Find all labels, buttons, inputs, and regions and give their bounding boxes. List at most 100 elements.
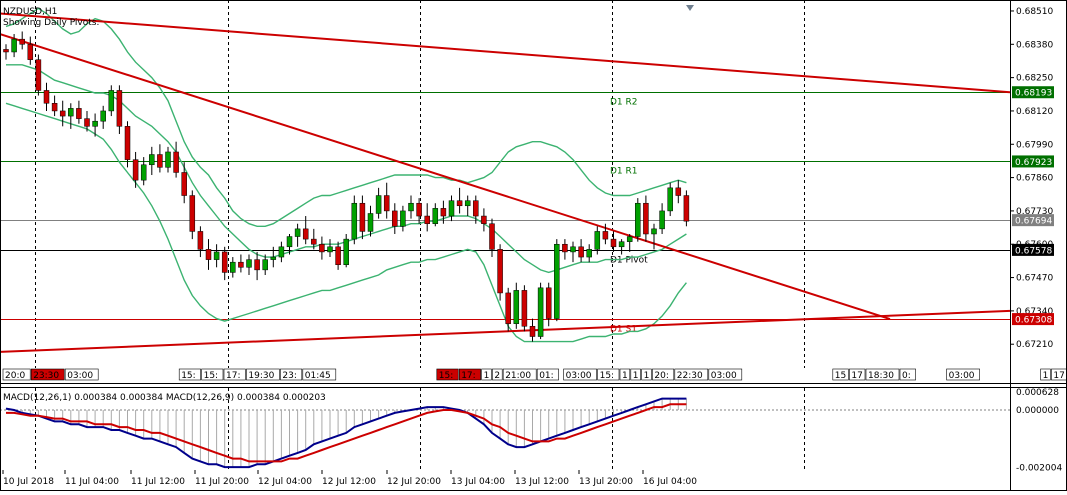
time-chip [178, 368, 201, 381]
candle [473, 195, 479, 224]
time-chip [849, 368, 866, 381]
candle [529, 318, 536, 342]
time-chip [223, 368, 246, 381]
price-tick-label: 0.67210 [1016, 340, 1053, 350]
candle [246, 254, 252, 275]
candle [43, 82, 50, 111]
price-tag-text: 0.67694 [1015, 217, 1052, 227]
time-chip-label: 1 [622, 371, 628, 381]
time-chip [630, 368, 641, 381]
candle [124, 121, 131, 168]
price-tick-label: 0.68120 [1016, 107, 1053, 117]
candle [375, 187, 382, 219]
time-chip-label: 03:00 [67, 371, 93, 381]
time-chip [458, 368, 481, 381]
bollinger-lower [5, 102, 687, 343]
time-chip-label: 17 [1053, 371, 1064, 381]
price-tick-label: 0.67470 [1016, 274, 1053, 284]
candle [302, 216, 309, 245]
candle [335, 241, 341, 270]
time-chip [2, 368, 31, 381]
time-chip [563, 368, 597, 381]
time-chip-label: 1 [633, 371, 639, 381]
time-chip-label: 20:0 [5, 371, 25, 381]
time-chip [1051, 368, 1067, 381]
price-tick-label: 0.67860 [1016, 174, 1053, 184]
candle [505, 287, 511, 332]
x-tick-label: 11 Jul 20:00 [195, 477, 249, 487]
candle [132, 151, 139, 188]
time-chip-label: 19:30 [248, 371, 274, 381]
macd-tick-label: -0.002004 [1016, 463, 1062, 473]
candle [602, 223, 609, 245]
candle [497, 244, 503, 301]
time-chip [30, 368, 65, 381]
time-chip-label: 15: [181, 371, 195, 381]
time-chip-label: 17 [851, 371, 862, 381]
candle [578, 239, 584, 263]
candle [230, 257, 236, 278]
time-chip [436, 368, 459, 381]
trendlines [0, 12, 1011, 353]
time-chip-label: 17: [226, 371, 240, 381]
price-tag-s1 [1012, 313, 1054, 326]
time-chip [832, 368, 849, 381]
time-chip [597, 368, 620, 381]
candle [173, 141, 179, 178]
time-chip [481, 368, 492, 381]
candle [618, 239, 625, 255]
candle [432, 203, 439, 227]
candle [521, 285, 528, 332]
candle [464, 195, 471, 217]
chart-subtitle: Showing Daily Pivots. [3, 18, 99, 28]
price-tag-r2 [1012, 86, 1054, 99]
candle [651, 223, 657, 250]
x-tick-label: 13 Jul 12:00 [515, 477, 569, 487]
candle [181, 162, 187, 204]
time-chip [641, 368, 652, 381]
candle [84, 110, 90, 132]
candle [19, 31, 25, 50]
candle [586, 244, 592, 263]
scroll-marker-icon[interactable] [686, 5, 694, 11]
time-chip-label: 1 [1043, 371, 1049, 381]
time-chip [899, 368, 916, 381]
candle [343, 233, 349, 268]
price-axis[interactable]: 0.68510 0.68380 0.68250 0.68120 0.67990 0.678… [1010, 7, 1054, 350]
price-tag-r1 [1012, 155, 1054, 168]
candle [610, 231, 617, 252]
macd-main-line [5, 397, 687, 469]
candle [683, 190, 690, 227]
candle [157, 144, 163, 173]
candle [456, 187, 463, 214]
macd-panel: 0.000628 0.000000 -0.002004 [0, 388, 1062, 473]
x-tick-label: 12 Jul 20:00 [387, 477, 441, 487]
candle [489, 218, 495, 258]
candle [92, 113, 98, 137]
candle [367, 205, 374, 237]
time-chip-label: 03:00 [566, 371, 592, 381]
candle [626, 233, 633, 252]
x-tick-label: 10 Jul 2018 [3, 477, 54, 487]
candle [100, 105, 106, 129]
time-chip [302, 368, 337, 381]
candle [140, 157, 147, 186]
time-axis[interactable]: 20:0 23:30 03:00 15: 15: 17: 19:30 23: 01:45 15: 1… [2, 368, 1067, 487]
price-tag-text: 0.67923 [1015, 158, 1052, 168]
trendline-upper-channel [0, 12, 1011, 94]
price-tick-label: 0.68380 [1016, 40, 1053, 50]
chart-title: NZDUSD,H1 [3, 7, 57, 17]
candle [213, 244, 220, 268]
candle [392, 203, 398, 234]
candle [635, 198, 641, 242]
candle [440, 200, 447, 224]
time-chip [246, 368, 280, 381]
candle [221, 246, 228, 281]
time-chip [1040, 368, 1051, 381]
time-chip [674, 368, 709, 381]
pivot-label-pivot: D1 Pivot [610, 256, 648, 266]
candle [562, 239, 568, 260]
candle [448, 195, 455, 222]
price-tick-label: 0.68510 [1016, 7, 1053, 17]
